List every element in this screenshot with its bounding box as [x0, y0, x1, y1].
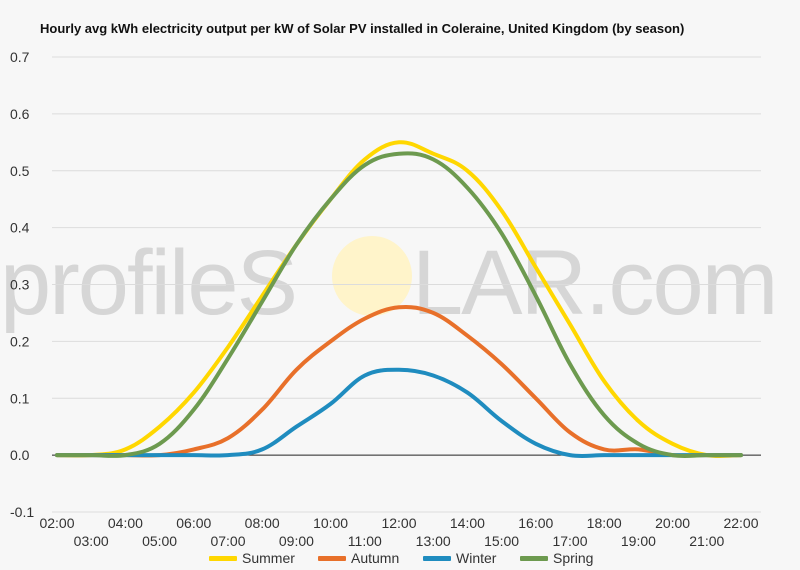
- legend-swatch: [423, 556, 451, 561]
- x-tick-label: 12:00: [381, 515, 416, 531]
- y-tick-label: 0.1: [10, 390, 30, 406]
- y-tick-label: -0.1: [10, 504, 34, 520]
- series-line-winter: [55, 367, 743, 459]
- x-tick-label: 18:00: [587, 515, 622, 531]
- x-tick-label: 08:00: [245, 515, 280, 531]
- legend-swatch: [209, 556, 237, 561]
- y-tick-label: 0.0: [10, 447, 30, 463]
- x-tick-label: 13:00: [416, 533, 451, 549]
- x-tick-label: 20:00: [655, 515, 690, 531]
- x-tick-label: 07:00: [210, 533, 245, 549]
- y-tick-label: 0.3: [10, 277, 30, 293]
- x-tick-label: 14:00: [450, 515, 485, 531]
- watermark-text-after: LAR.com: [412, 232, 776, 334]
- legend-swatch: [520, 556, 548, 561]
- x-tick-label: 09:00: [279, 533, 314, 549]
- series-line-summer: [55, 140, 743, 459]
- legend: Summer Autumn Winter Spring: [209, 550, 593, 566]
- legend-item-autumn[interactable]: Autumn: [318, 550, 399, 566]
- x-tick-label: 16:00: [518, 515, 553, 531]
- x-tick-label: 04:00: [108, 515, 143, 531]
- y-tick-label: 0.7: [10, 49, 30, 65]
- grid: [52, 56, 761, 513]
- x-tick-label: 17:00: [552, 533, 587, 549]
- x-tick-label: 03:00: [74, 533, 109, 549]
- y-tick-label: 0.4: [10, 220, 30, 236]
- legend-label: Spring: [553, 550, 593, 566]
- y-tick-label: 0.2: [10, 333, 30, 349]
- chart-title: Hourly avg kWh electricity output per kW…: [40, 21, 684, 36]
- x-tick-label: 19:00: [621, 533, 656, 549]
- x-tick-label: 02:00: [39, 515, 74, 531]
- y-tick-label: 0.5: [10, 163, 30, 179]
- watermark-sun: [332, 236, 412, 316]
- x-tick-label: 21:00: [689, 533, 724, 549]
- x-tick-label: 22:00: [723, 515, 758, 531]
- series-lines: [55, 140, 743, 459]
- x-tick-label: 15:00: [484, 533, 519, 549]
- watermark: profileS LAR.com: [0, 232, 778, 334]
- x-tick-label: 06:00: [176, 515, 211, 531]
- x-tick-label: 05:00: [142, 533, 177, 549]
- legend-label: Autumn: [351, 550, 399, 566]
- y-tick-label: 0.6: [10, 106, 30, 122]
- legend-item-winter[interactable]: Winter: [423, 550, 497, 566]
- legend-label: Winter: [456, 550, 497, 566]
- legend-label: Summer: [242, 550, 295, 566]
- y-axis-ticks: -0.1 0.0 0.1 0.2 0.3 0.4 0.5 0.6 0.7: [10, 49, 34, 520]
- series-line-spring: [55, 151, 743, 459]
- legend-swatch: [318, 556, 346, 561]
- x-tick-label: 11:00: [348, 533, 382, 549]
- legend-item-summer[interactable]: Summer: [209, 550, 295, 566]
- x-tick-label: 10:00: [313, 515, 348, 531]
- legend-item-spring[interactable]: Spring: [520, 550, 593, 566]
